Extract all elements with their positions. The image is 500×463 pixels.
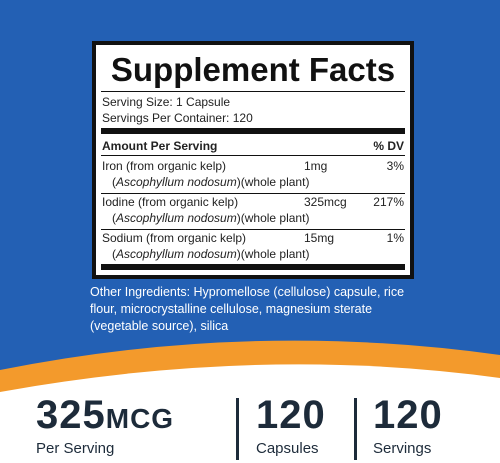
rule (101, 193, 405, 194)
daily-value: 3% (386, 159, 404, 173)
stat-unit: MCG (105, 403, 175, 434)
plant-part: (whole plant) (240, 211, 310, 225)
plant-part: (whole plant) (240, 175, 310, 189)
stat-caption: Servings (373, 440, 432, 457)
stat-caption: Capsules (256, 440, 319, 457)
stat-number: 325 (36, 393, 106, 437)
latin-name: Ascophyllum nodosum (116, 247, 237, 261)
nutrient-name: Iron (from organic kelp) (102, 159, 227, 173)
amount: 325mcg (304, 195, 347, 209)
divider (236, 398, 239, 460)
stat-value: 120 (256, 393, 326, 437)
rule (101, 229, 405, 230)
nutrient-source: (Ascophyllum nodosum)(whole plant) (112, 247, 310, 261)
plant-part: (whole plant) (240, 247, 310, 261)
amount: 1mg (304, 159, 328, 173)
other-ingredients: Other Ingredients: Hypromellose (cellulo… (90, 285, 405, 333)
stat-caption: Per Serving (36, 440, 115, 457)
servings-per-container: Servings Per Container: 120 (102, 111, 253, 125)
daily-value: 1% (386, 231, 404, 245)
latin-name: Ascophyllum nodosum (116, 211, 237, 225)
daily-value: 217% (373, 195, 404, 209)
title: Supplement Facts (110, 51, 396, 88)
nutrient-source: (Ascophyllum nodosum)(whole plant) (112, 175, 310, 189)
amount: 15mg (304, 231, 335, 245)
nutrient-name: Iodine (from organic kelp) (102, 195, 239, 209)
stat-value: 325MCG (36, 393, 174, 438)
latin-name: Ascophyllum nodosum (116, 175, 237, 189)
stat-value: 120 (373, 393, 443, 437)
amount-header: Amount Per Serving (102, 139, 218, 153)
facts-panel: Supplement Facts Serving Size: 1 Capsule… (92, 41, 414, 279)
divider (354, 398, 357, 460)
dv-header: % DV (373, 139, 404, 153)
nutrient-source: (Ascophyllum nodosum)(whole plant) (112, 211, 310, 225)
serving-size: Serving Size: 1 Capsule (102, 95, 231, 109)
nutrient-name: Sodium (from organic kelp) (102, 231, 247, 245)
